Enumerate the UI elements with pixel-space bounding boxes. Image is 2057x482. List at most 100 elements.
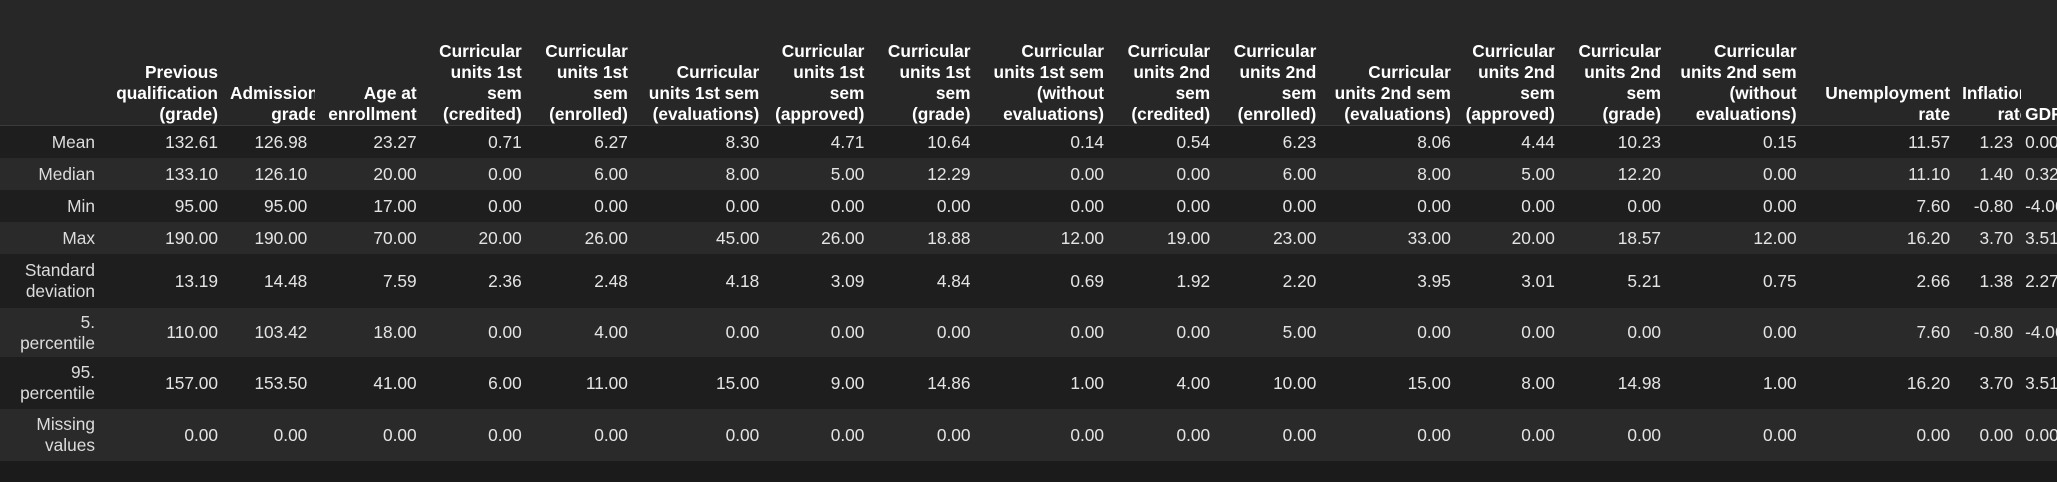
column-header[interactable]: Curricular units 1st sem (enrolled): [529, 0, 636, 126]
table-cell: 9.00: [767, 357, 873, 409]
table-cell: 126.98: [225, 125, 316, 158]
table-cell: 0.00: [1669, 190, 1805, 222]
column-header[interactable]: Curricular units 1st sem (approved): [767, 0, 873, 126]
column-header[interactable]: Curricular units 2nd sem (without evalua…: [1669, 0, 1805, 126]
table-cell: -0.80: [1958, 308, 2022, 357]
table-cell: 8.00: [635, 158, 768, 190]
table-cell: 0.00: [1324, 190, 1459, 222]
table-body: Mean 132.61 126.98 23.27 0.71 6.27 8.30 4.71 10.…: [0, 125, 2057, 461]
table-cell: 0.00: [1669, 409, 1805, 461]
table-cell: 5.00: [1218, 308, 1325, 357]
table-cell: 0.69: [978, 254, 1112, 308]
row-label: Standard deviation: [0, 254, 103, 308]
table-cell: 1.40: [1958, 158, 2022, 190]
row-label: 95. percentile: [0, 357, 103, 409]
row-label: Median: [0, 158, 103, 190]
table-cell: 4.00: [1112, 357, 1219, 409]
table-cell: 0.00: [872, 308, 979, 357]
table-cell: 0.00: [1958, 409, 2022, 461]
table-row: Median 133.10 126.10 20.00 0.00 6.00 8.00 5.00 1…: [0, 158, 2057, 190]
row-label: Max: [0, 222, 103, 254]
table-cell: 0.00: [1562, 308, 1670, 357]
table-cell: 0.00: [1324, 308, 1459, 357]
table-cell: 0.00: [978, 158, 1112, 190]
row-label: Missing values: [0, 409, 103, 461]
table-row: Min 95.00 95.00 17.00 0.00 0.00 0.00 0.00 0.00 0.…: [0, 190, 2057, 222]
column-header[interactable]: Curricular units 2nd sem (evaluations): [1324, 0, 1459, 126]
table-cell: 1.92: [1112, 254, 1219, 308]
column-header[interactable]: Age at enrollment: [315, 0, 425, 126]
table-cell: 190.00: [225, 222, 316, 254]
table-cell: 0.00: [424, 190, 530, 222]
table-cell: 16.20: [1804, 222, 1959, 254]
table-row: 95. percentile 157.00 153.50 41.00 6.00 11.00…: [0, 357, 2057, 409]
table-cell: 18.88: [872, 222, 979, 254]
table-cell: 0.00: [872, 190, 979, 222]
table-cell: 6.27: [529, 125, 636, 158]
table-cell: 8.06: [1324, 125, 1459, 158]
table-cell: 14.98: [1562, 357, 1670, 409]
table-cell: 0.15: [1669, 125, 1805, 158]
column-header[interactable]: Curricular units 1st sem (grade): [872, 0, 979, 126]
table-cell: 0.00: [1112, 190, 1219, 222]
column-header[interactable]: Previous qualification (grade): [103, 0, 226, 126]
column-header[interactable]: Unemployment rate: [1804, 0, 1959, 126]
table-cell: 11.10: [1804, 158, 1959, 190]
column-header[interactable]: Curricular units 1st sem (without evalua…: [978, 0, 1112, 126]
column-header[interactable]: Curricular units 2nd sem (approved): [1458, 0, 1563, 126]
column-header[interactable]: Admission grade: [225, 0, 316, 126]
header-row: Previous qualification (grade) Admission…: [0, 0, 2057, 126]
column-header[interactable]: GDP: [2021, 0, 2057, 126]
table-cell: 0.00: [1669, 308, 1805, 357]
table-cell: 0.32: [2021, 158, 2057, 190]
table-cell: 17.00: [315, 190, 425, 222]
table-cell: 0.00: [1804, 409, 1959, 461]
table-cell: 0.00: [1218, 190, 1325, 222]
table-row: Mean 132.61 126.98 23.27 0.71 6.27 8.30 4.71 10.…: [0, 125, 2057, 158]
table-cell: 7.60: [1804, 190, 1959, 222]
table-cell: 15.00: [1324, 357, 1459, 409]
table-cell: 0.00: [1218, 409, 1325, 461]
table-cell: 0.00: [978, 409, 1112, 461]
table-cell: 23.27: [315, 125, 425, 158]
table-cell: 2.27: [2021, 254, 2057, 308]
table-cell: 2.20: [1218, 254, 1325, 308]
table-cell: 103.42: [225, 308, 316, 357]
table-cell: 3.09: [767, 254, 873, 308]
table-cell: -4.06: [2021, 308, 2057, 357]
column-header[interactable]: Curricular units 1st sem (credited): [424, 0, 530, 126]
table-cell: 4.71: [767, 125, 873, 158]
table-cell: 0.00: [529, 409, 636, 461]
table-cell: 4.18: [635, 254, 768, 308]
table-cell: 0.00: [225, 409, 316, 461]
table-cell: 14.86: [872, 357, 979, 409]
table-cell: 18.57: [1562, 222, 1670, 254]
table-cell: 0.00: [1562, 190, 1670, 222]
column-header[interactable]: Inflation rate: [1958, 0, 2022, 126]
table-cell: 0.00: [103, 409, 226, 461]
table-cell: 11.57: [1804, 125, 1959, 158]
table-cell: 95.00: [103, 190, 226, 222]
table-cell: 12.00: [978, 222, 1112, 254]
table-cell: 0.00: [635, 409, 768, 461]
table-cell: 19.00: [1112, 222, 1219, 254]
column-header[interactable]: Curricular units 2nd sem (credited): [1112, 0, 1219, 126]
table-cell: 0.00: [424, 409, 530, 461]
table-cell: 20.00: [424, 222, 530, 254]
row-label: Mean: [0, 125, 103, 158]
table-cell: 12.20: [1562, 158, 1670, 190]
column-header[interactable]: Curricular units 1st sem (evaluations): [635, 0, 768, 126]
table-cell: 18.00: [315, 308, 425, 357]
table-cell: 1.00: [1669, 357, 1805, 409]
table-cell: 10.64: [872, 125, 979, 158]
table-cell: 0.00: [424, 158, 530, 190]
table-cell: 133.10: [103, 158, 226, 190]
table-cell: 0.00: [767, 308, 873, 357]
table-cell: 1.00: [978, 357, 1112, 409]
table-cell: 7.59: [315, 254, 425, 308]
column-header[interactable]: Curricular units 2nd sem (enrolled): [1218, 0, 1325, 126]
column-header[interactable]: Curricular units 2nd sem (grade): [1562, 0, 1670, 126]
table-cell: 23.00: [1218, 222, 1325, 254]
table-cell: -0.80: [1958, 190, 2022, 222]
table-cell: 6.00: [424, 357, 530, 409]
